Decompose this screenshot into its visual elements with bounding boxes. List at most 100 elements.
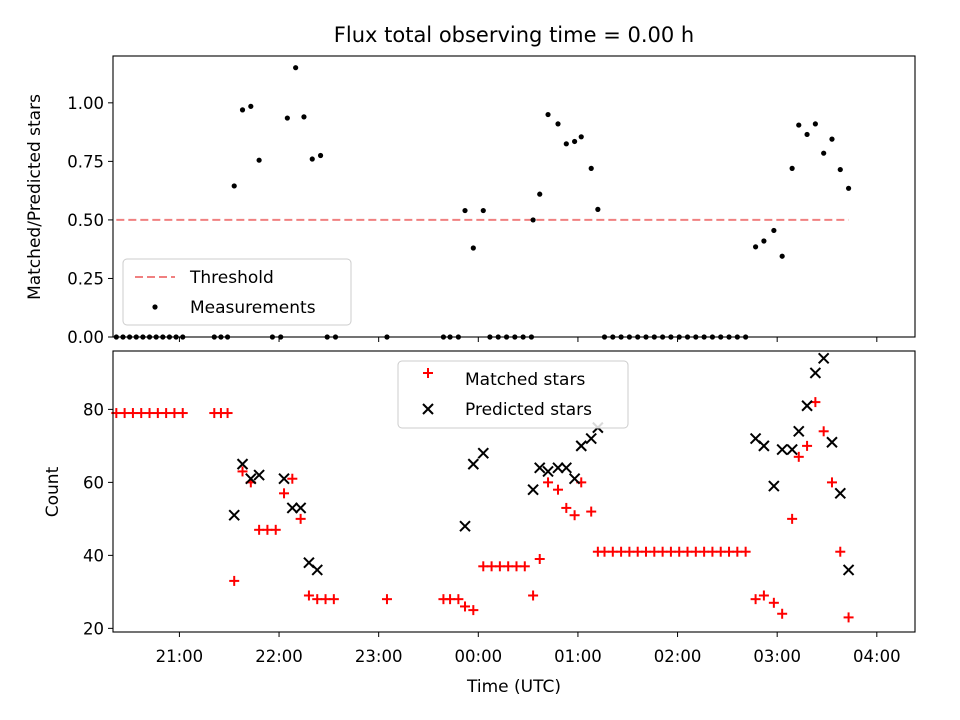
matched-point	[569, 510, 580, 521]
predicted-point	[278, 473, 290, 485]
matched-point	[270, 524, 281, 535]
predicted-point	[568, 473, 581, 485]
matched-point	[468, 605, 479, 616]
predicted-point	[236, 458, 249, 470]
legend-matched-swatch	[423, 368, 433, 378]
measurement-point	[837, 166, 843, 173]
bottom-legend-box	[397, 360, 629, 429]
predicted-series	[228, 352, 855, 576]
predicted-point	[776, 443, 788, 456]
predicted-point	[793, 425, 805, 437]
top-legend-box	[122, 258, 352, 326]
matched-point	[543, 477, 554, 488]
top-y-tick-label: 0.25	[67, 269, 104, 288]
predicted-point	[294, 502, 307, 514]
top-axes-frame	[112, 55, 916, 338]
bottom-y-tick-label: 60	[83, 473, 104, 492]
matched-point	[328, 594, 339, 605]
x-tick-label: 01:00	[554, 647, 602, 666]
matched-point	[750, 594, 761, 605]
matched-point	[460, 601, 471, 612]
predicted-point	[534, 462, 546, 474]
measurement-point	[462, 207, 468, 214]
measurement-point	[537, 191, 543, 197]
bottom-plot-area: 20 40 60 80 21:00 22:00 23:00 00:00 01:00 02:00 03…	[83, 352, 901, 666]
matched-point	[818, 426, 829, 437]
legend-predicted-swatch	[422, 403, 434, 415]
predicted-point	[245, 473, 257, 485]
predicted-point	[552, 462, 564, 474]
measurement-point	[845, 185, 852, 191]
matched-point	[561, 502, 572, 513]
x-tick-label: 23:00	[355, 647, 403, 666]
top-y-tick-label: 0.50	[67, 211, 104, 230]
predicted-point	[228, 509, 240, 521]
x-tick-label: 22:00	[255, 647, 303, 666]
measurement-point	[771, 227, 777, 234]
predicted-point	[826, 436, 838, 448]
bottom-y-tick-label: 40	[83, 546, 104, 565]
predicted-point	[768, 480, 780, 492]
x-tick-label: 00:00	[455, 647, 503, 666]
bottom-panel: Count Time (UTC) 20 40 60 80 21:00 22:00 23:00…	[43, 350, 916, 697]
top-plot-area: 0.00 0.25 0.50 0.75 1.00	[67, 65, 878, 347]
x-tick-label: 04:00	[853, 647, 901, 666]
measurement-series	[113, 65, 852, 340]
legend-measurements-label: Measurements	[190, 298, 316, 318]
measurement-point	[545, 111, 551, 118]
measurement-point	[239, 107, 246, 113]
measurement-point	[555, 121, 561, 127]
matched-point	[177, 408, 188, 419]
matched-point	[787, 513, 798, 524]
predicted-point	[253, 469, 265, 481]
matched-point	[553, 484, 564, 495]
measurement-point	[821, 150, 827, 156]
predicted-point	[286, 502, 299, 514]
matched-point	[768, 597, 779, 608]
matched-point	[237, 466, 248, 477]
predicted-point	[459, 520, 471, 532]
matched-point	[586, 506, 597, 517]
measurement-point	[530, 217, 536, 223]
matched-point	[519, 561, 530, 572]
measurement-point	[812, 121, 818, 127]
x-tick-label: 02:00	[654, 647, 702, 666]
matched-point	[777, 608, 788, 619]
matched-point	[534, 554, 545, 565]
bottom-y-tick-label: 80	[83, 400, 104, 419]
bottom-legend: Matched stars Predicted stars	[397, 360, 629, 429]
matched-point	[295, 513, 306, 524]
matched-point	[758, 590, 769, 601]
top-y-tick-label: 0.75	[67, 152, 104, 171]
measurement-point	[572, 138, 578, 145]
matched-point	[381, 594, 392, 605]
legend-threshold-label: Threshold	[189, 268, 274, 288]
top-panel: Flux total observing time = 0.00 h Match…	[25, 23, 916, 347]
measurement-point	[231, 183, 237, 189]
predicted-point	[786, 443, 798, 456]
predicted-point	[585, 432, 597, 445]
top-legend: Threshold Measurements	[122, 258, 352, 326]
measurement-point	[804, 131, 810, 138]
bottom-y-tick-label: 20	[83, 619, 104, 638]
matched-point	[229, 575, 240, 586]
matched-point	[287, 473, 298, 484]
x-tick-label: 21:00	[156, 647, 204, 666]
legend-measurements-swatch	[152, 304, 158, 310]
predicted-point	[809, 367, 822, 379]
chart-title: Flux total observing time = 0.00 h	[334, 23, 694, 47]
matched-point	[453, 594, 464, 605]
matched-series	[111, 397, 854, 623]
matched-point	[826, 477, 837, 488]
measurement-point	[301, 114, 307, 120]
matched-point	[279, 488, 290, 499]
measurement-point	[779, 253, 785, 259]
measurement-point	[789, 165, 795, 171]
legend-predicted-label: Predicted stars	[465, 400, 592, 420]
predicted-point	[817, 352, 830, 365]
measurement-point	[293, 65, 299, 71]
measurement-point	[470, 245, 476, 251]
predicted-point	[467, 458, 480, 470]
measurement-point	[309, 156, 315, 162]
measurement-point	[248, 103, 254, 109]
